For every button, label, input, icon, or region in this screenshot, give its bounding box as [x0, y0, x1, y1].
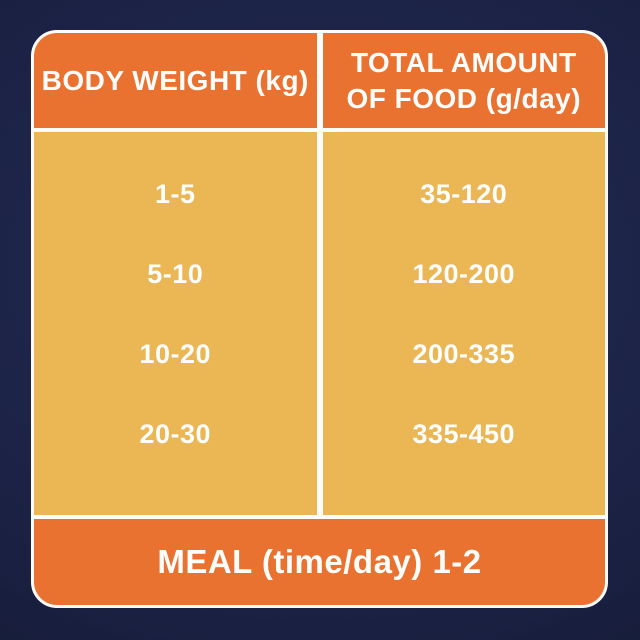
table-cell-weight-row3: 10-20	[139, 339, 212, 370]
table-cell-food-row3: 200-335	[412, 339, 516, 370]
header-total-food-line1: TOTAL AMOUNT	[350, 46, 577, 78]
table-cell-weight-row4: 20-30	[139, 419, 212, 450]
table-header-row: BODY WEIGHT (kg) TOTAL AMOUNT OF FOOD (g…	[34, 33, 605, 128]
header-total-food-line2: OF FOOD (g/day)	[346, 82, 582, 114]
feeding-guide-table: BODY WEIGHT (kg) TOTAL AMOUNT OF FOOD (g…	[31, 30, 608, 608]
table-cell-weight-row2: 5-10	[147, 258, 204, 289]
table-footer-meal: MEAL (time/day) 1-2	[34, 519, 605, 605]
column-body-weight: 1-5 5-10 10-20 20-30	[34, 132, 317, 515]
header-cell-total-food: TOTAL AMOUNT OF FOOD (g/day)	[322, 33, 605, 128]
footer-meal-label: MEAL (time/day) 1-2	[157, 543, 482, 580]
table-cell-weight-row1: 1-5	[154, 178, 196, 209]
column-food-amount: 35-120 120-200 200-335 335-450	[322, 132, 605, 515]
table-cell-food-row4: 335-450	[412, 419, 516, 450]
table-cell-food-row2: 120-200	[412, 258, 516, 289]
header-cell-body-weight: BODY WEIGHT (kg)	[34, 33, 317, 128]
table-cell-food-row1: 35-120	[420, 178, 508, 209]
table-body: 1-5 5-10 10-20 20-30 35-120 120-200 200-…	[34, 132, 605, 515]
header-body-weight-label: BODY WEIGHT (kg)	[41, 64, 309, 96]
